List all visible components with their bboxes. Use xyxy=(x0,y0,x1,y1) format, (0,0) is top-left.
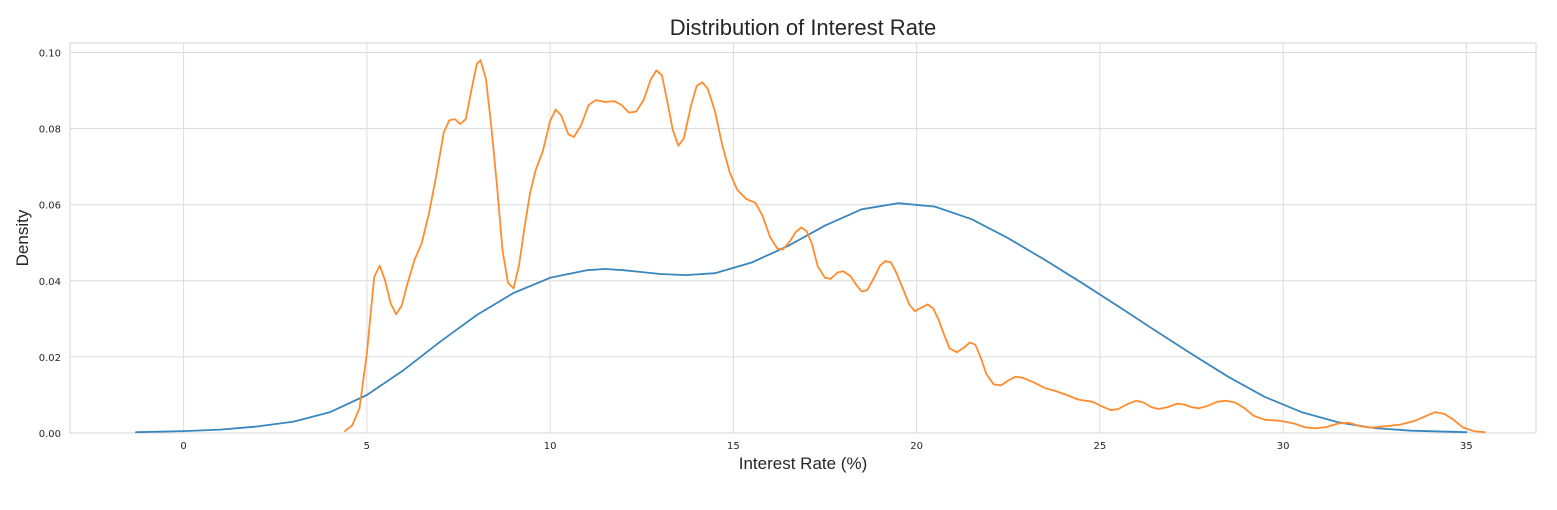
x-tick-label: 5 xyxy=(364,441,370,452)
density-line-2 xyxy=(343,59,1486,434)
x-tick-label: 20 xyxy=(910,441,923,452)
y-tick-label: 0.02 xyxy=(39,353,61,364)
x-tick-label: 35 xyxy=(1460,441,1473,452)
y-tick-label: 0.00 xyxy=(39,429,61,440)
plot-frame xyxy=(69,42,1537,434)
y-tick-label: 0.04 xyxy=(39,277,61,288)
x-tick-label: 0 xyxy=(180,441,186,452)
y-tick-label: 0.08 xyxy=(39,125,61,136)
y-axis-label: Density xyxy=(13,209,32,266)
series-lines xyxy=(135,59,1486,434)
x-axis-ticks: 0 5 10 15 20 25 30 35 xyxy=(180,441,1472,452)
y-tick-label: 0.10 xyxy=(39,49,61,60)
x-axis-label: Interest Rate (%) xyxy=(739,454,868,473)
density-line-1 xyxy=(135,202,1468,434)
x-tick-label: 25 xyxy=(1093,441,1106,452)
x-tick-label: 15 xyxy=(727,441,740,452)
x-tick-label: 30 xyxy=(1277,441,1290,452)
y-tick-label: 0.06 xyxy=(39,201,61,212)
y-axis-ticks: 0.00 0.02 0.04 0.06 0.08 0.10 xyxy=(39,49,61,440)
chart-title: Distribution of Interest Rate xyxy=(670,15,937,40)
x-tick-label: 10 xyxy=(544,441,557,452)
